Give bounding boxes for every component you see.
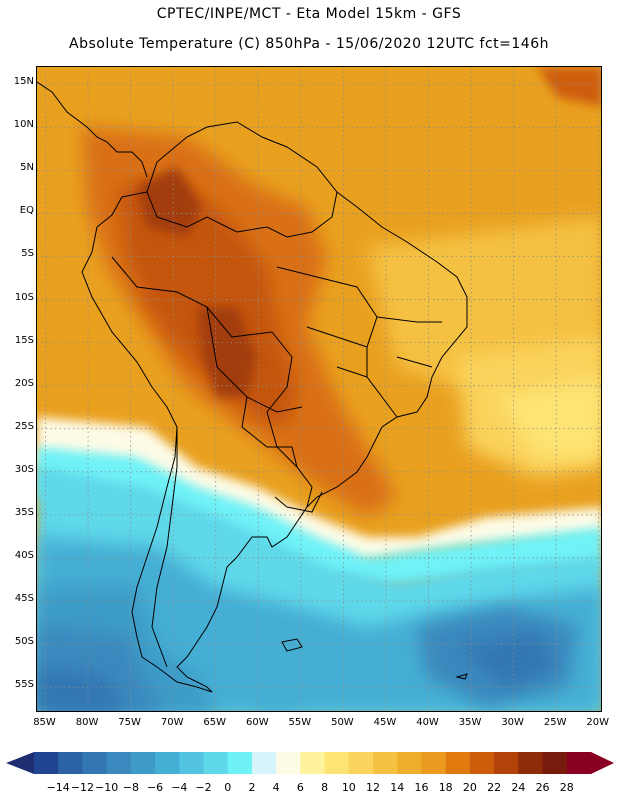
lon-tick-label: 70W [160,717,184,728]
lat-tick-label: 25S [14,420,34,432]
lon-tick-label: 75W [118,717,141,728]
colorbar-swatch [106,752,132,774]
south-america-coastline [81,121,468,693]
lon-tick-label: 40W [416,717,439,728]
colorbar-swatch [566,752,592,774]
border-peru-brazil [111,256,293,413]
falkland-islands [281,638,303,652]
colorbar-swatch [518,752,544,774]
colorbar-swatch [348,752,374,774]
lat-tick-label: EQ [19,205,34,217]
lon-tick-label: 60W [245,717,269,728]
colorbar-swatch [58,752,83,774]
lon-tick-label: 25W [543,717,567,728]
lat-tick-label: 30S [14,463,34,475]
colorbar-arrow-high [591,752,614,774]
colorbar-arrow-low [6,752,34,774]
lat-tick-label: 10S [14,291,34,303]
lat-tick-label: 20S [14,377,34,389]
colorbar-tick-label: 8 [321,781,329,794]
lon-tick-label: 65W [203,717,227,728]
lon-tick-label: 50W [331,717,354,728]
colorbar-tick-label: 0 [224,781,232,794]
colorbar-swatch [227,752,253,774]
lat-tick-label: 35S [14,506,34,518]
lon-tick-label: 85W [33,717,56,728]
lon-tick-label: 80W [75,717,99,728]
border-brazil-interior [236,191,338,238]
lon-tick-label: 20W [586,717,610,728]
lon-tick-label: 30W [501,717,524,728]
colorbar-swatch [300,752,326,774]
lat-tick-label: 45S [14,593,34,605]
lat-tick-label: 5N [20,162,34,174]
lon-tick-label: 45W [373,717,397,728]
colorbar-swatch [155,752,180,774]
border-bolivia [206,306,303,413]
colorbar-swatch [324,752,350,774]
colorbar-swatch [251,752,277,774]
colorbar-tick-label: −14 [46,781,70,794]
colorbar-tick-label: 2 [248,781,256,794]
colorbar-tick-label: −8 [122,781,139,794]
title-line-1: CPTEC/INPE/MCT - Eta Model 15km - GFS [156,6,462,22]
colorbar-tick-label: −4 [171,781,188,794]
colorbar-tick-label: −12 [70,781,95,794]
lat-tick-label: 15N [13,76,34,88]
colorbar-swatch [421,752,447,774]
lat-tick-label: 10N [13,119,34,131]
temperature-field [37,67,601,711]
colorbar-tick-label: 18 [438,781,453,794]
temperature-map [37,67,601,711]
colorbar-tick-label: 14 [390,781,405,794]
border-paraguay [241,396,298,468]
colorbar-swatch [542,752,568,774]
colorbar-swatch [494,752,519,774]
colorbar-tick-label: 6 [296,781,304,794]
colorbar-swatch [397,752,422,774]
lon-tick-label: 35W [458,717,482,728]
border-argentina-chile [151,427,178,668]
colorbar [6,752,614,774]
colorbar-swatch [276,752,301,774]
central-america-coastline [37,81,148,178]
colorbar-tick-label: −10 [95,781,119,794]
colorbar-tick-label: 10 [341,781,356,794]
border-uruguay [274,491,323,513]
brazil-state-lines [276,266,442,418]
colorbar-tick-label: −2 [195,781,212,794]
colorbar-tick-label: 26 [535,781,550,794]
lat-tick-label: 55S [14,679,34,691]
colorbar-tick-label: 12 [366,781,381,794]
colorbar-tick-label: 20 [462,781,477,794]
lat-tick-label: 15S [14,334,34,346]
colorbar-swatch [82,752,108,774]
border-venezuela-colombia [146,191,238,233]
title-line-2: Absolute Temperature (C) 850hPa - 15/06/… [69,36,549,52]
south-georgia [455,673,468,680]
colorbar-tick-label: 22 [487,781,502,794]
coastlines-borders [37,81,468,693]
colorbar-swatch [469,752,495,774]
lat-tick-label: 5S [21,248,34,260]
colorbar-swatch [373,752,398,774]
colorbar-swatch [445,752,471,774]
colorbar-tick-label: 24 [511,781,526,794]
colorbar-swatch [179,752,205,774]
colorbar-tick-label: 16 [414,781,429,794]
map-frame [36,66,602,712]
colorbar-tick-label: 4 [272,781,280,794]
lon-tick-label: 55W [288,717,312,728]
colorbar-swatch [203,752,229,774]
colorbar-tick-label: 28 [559,781,574,794]
colorbar-swatch [34,752,59,774]
colorbar-tick-label: −6 [146,781,164,794]
lat-tick-label: 50S [14,636,34,648]
colorbar-swatch [130,752,156,774]
lat-tick-label: 40S [14,549,34,561]
